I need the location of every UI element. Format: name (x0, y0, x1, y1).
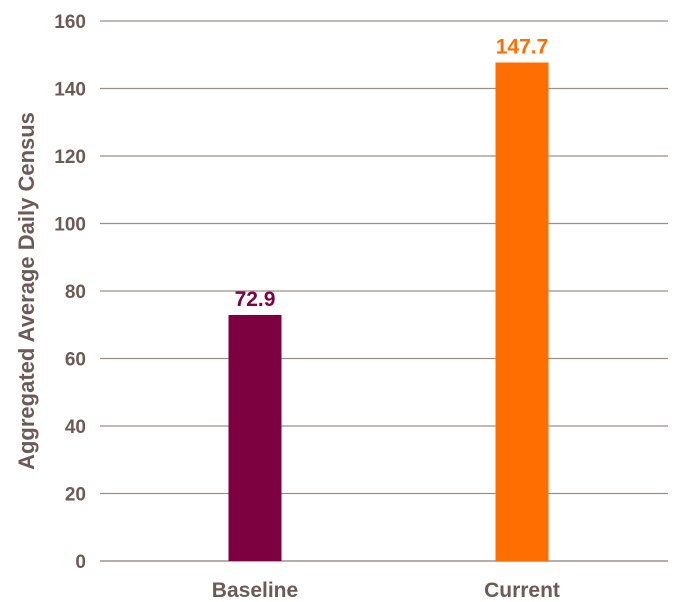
data-label-baseline: 72.9 (235, 288, 276, 311)
y-tick-label: 120 (54, 147, 86, 168)
y-axis-ticks: 0 20 40 60 80 100 120 140 160 (54, 12, 86, 573)
y-tick-label: 80 (65, 282, 86, 303)
y-tick-label: 140 (54, 80, 86, 101)
y-tick-label: 100 (54, 215, 86, 236)
y-tick-label: 40 (65, 417, 86, 438)
bar-current (495, 62, 549, 561)
y-tick-label: 60 (65, 350, 86, 371)
x-tick-label-baseline: Baseline (212, 579, 298, 602)
y-tick-label: 20 (65, 485, 86, 506)
bars (228, 62, 549, 561)
y-axis-title: Aggregated Average Daily Census (14, 112, 39, 470)
data-labels: 72.9 147.7 (235, 36, 549, 311)
data-label-current: 147.7 (496, 36, 549, 59)
x-axis-ticks: Baseline Current (212, 579, 560, 602)
y-tick-label: 160 (54, 12, 86, 33)
gridlines (100, 20, 668, 562)
bar-baseline (228, 314, 282, 561)
x-tick-label-current: Current (484, 579, 560, 602)
y-tick-label: 0 (75, 552, 86, 573)
